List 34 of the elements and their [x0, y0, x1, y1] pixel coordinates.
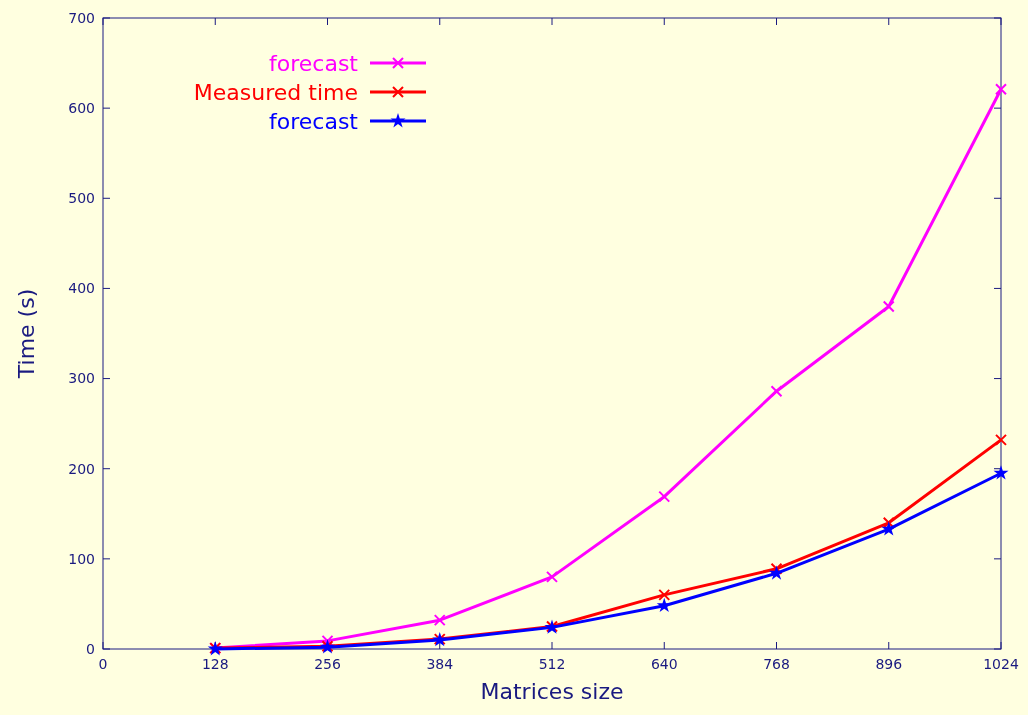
y-tick-label: 300 [68, 370, 95, 387]
point [993, 465, 1009, 480]
point [770, 562, 783, 575]
point [546, 570, 558, 583]
x-tick-label: 256 [314, 656, 341, 672]
y-tick-label: 700 [68, 9, 95, 26]
y-tick-label: 200 [68, 460, 95, 477]
y-tick-label: 0 [86, 640, 95, 657]
legend-label: forecast [269, 50, 359, 76]
point [658, 588, 671, 601]
point [881, 521, 897, 536]
point [882, 300, 895, 313]
x-tick-label: 128 [201, 656, 229, 672]
x-tick-label: 640 [650, 656, 678, 672]
x-tick-label: 768 [763, 656, 790, 672]
x-tick-label: 384 [426, 656, 454, 672]
point [433, 614, 446, 627]
x-tick-label: 896 [875, 656, 903, 672]
x-tick-label: 1024 [983, 656, 1019, 672]
legend-label: forecast [269, 108, 359, 134]
y-tick-label: 600 [68, 100, 95, 117]
x-axis-title: Matrices size [480, 679, 624, 704]
x-tick-label: 0 [98, 656, 108, 672]
y-axis-title: Time (s) [14, 288, 39, 380]
point [995, 433, 1007, 446]
point [658, 490, 671, 503]
y-tick-label: 500 [68, 190, 95, 207]
point [995, 83, 1007, 96]
point [882, 516, 895, 529]
x-tick-label: 512 [538, 656, 566, 672]
point [770, 385, 783, 398]
y-tick-label: 400 [68, 280, 95, 297]
legend-label: Measured time [193, 79, 358, 105]
y-tick-label: 100 [68, 550, 95, 567]
